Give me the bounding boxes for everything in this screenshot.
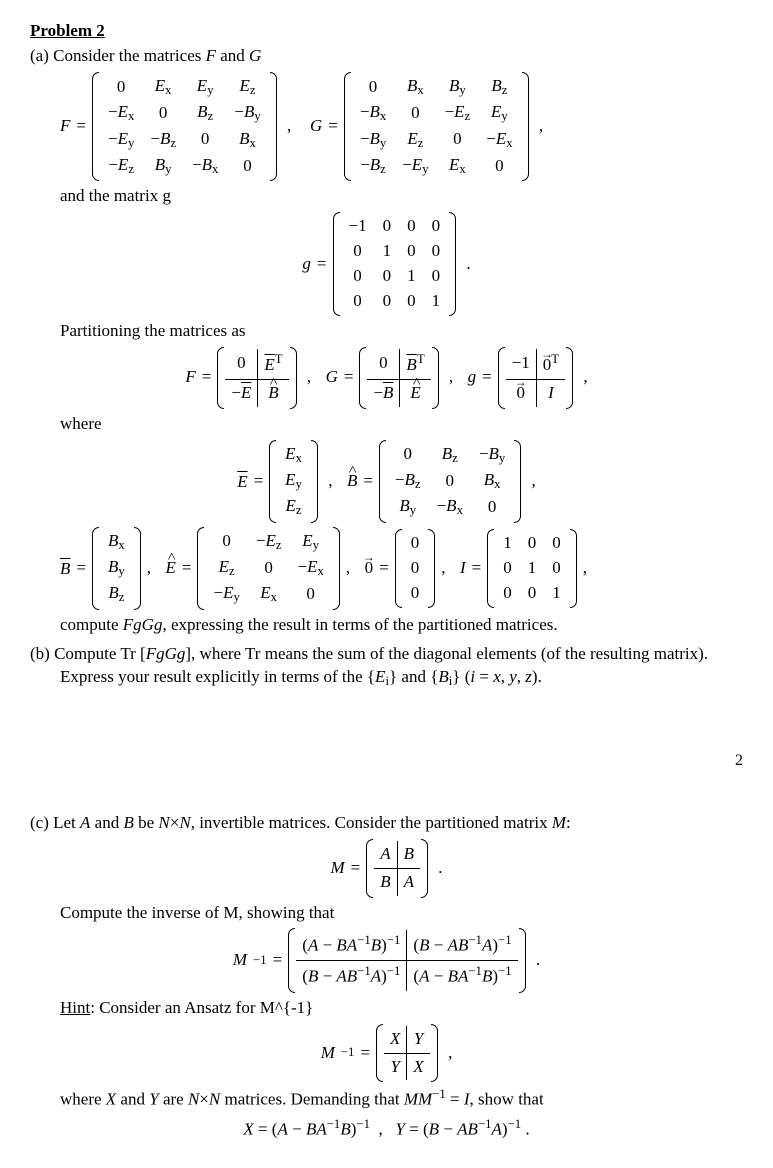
matrix-g-partitioned: −10T 0I: [498, 347, 573, 409]
Minv-result: M−1 = (A − BA−1B)−1 (B − AB−1A)−1 (B − A…: [30, 928, 743, 992]
B-Ehat-zero-I-def: B = Bx By Bz , E = 0−EzEy Ez0−Ex −EyEx0 …: [30, 527, 743, 610]
g-definition: g = −1000 0100 0010 0001 .: [30, 212, 743, 316]
matrix-Ehat: 0−EzEy Ez0−Ex −EyEx0: [197, 527, 339, 610]
part-a: (a) Consider the matrices F and G F = 0E…: [30, 45, 743, 637]
matrix-Minv-ansatz: XY YX: [376, 1024, 438, 1083]
Minv-ansatz: M−1 = XY YX ,: [30, 1024, 743, 1083]
matrix-Bhat: 0Bz−By −Bz0Bx By−Bx0: [379, 440, 521, 523]
matrix-identity3: 100 010 001: [487, 529, 577, 608]
page-number: 2: [30, 750, 743, 772]
F-G-definition: F = 0ExEyEz −Ex0Bz−By −Ey−Bz0Bx −EzBy−Bx…: [30, 72, 743, 182]
matrix-F: 0ExEyEz −Ex0Bz−By −Ey−Bz0Bx −EzBy−Bx0: [92, 72, 277, 182]
part-c-label: (c) Let A and B be N×N, invertible matri…: [30, 812, 743, 835]
problem-title: Problem 2: [30, 20, 743, 43]
part-a-label: (a) Consider the matrices F and G: [30, 46, 261, 65]
E-Bhat-def: E = Ex Ey Ez , B = 0Bz−By −Bz0Bx By−Bx0 …: [30, 440, 743, 523]
matrix-G: 0BxByBz −Bx0−EzEy −ByEz0−Ex −Bz−EyEx0: [344, 72, 529, 182]
part-b: (b) Compute Tr [FgGg], where Tr means th…: [30, 643, 743, 690]
hint-line: Hint: Consider an Ansatz for M^{-1}: [30, 997, 743, 1020]
partitioned-FGg: F = 0ET −EB , G = 0BT −BE , g = −10T 0I …: [30, 347, 743, 409]
partitioning-text: Partitioning the matrices as: [30, 320, 743, 343]
matrix-G-partitioned: 0BT −BE: [359, 347, 438, 409]
vector-B: Bx By Bz: [92, 527, 141, 610]
matrix-Minv: (A − BA−1B)−1 (B − AB−1A)−1 (B − AB−1A)−…: [288, 928, 525, 992]
compute-FgGg: compute FgGg, expressing the result in t…: [30, 614, 743, 637]
M-definition: M = AB BA .: [30, 839, 743, 898]
matrix-M: AB BA: [366, 839, 428, 898]
vector-zero: 000: [395, 529, 436, 608]
XY-result: X = (A − BA−1B)−1 , Y = (B − AB−1A)−1 .: [30, 1116, 743, 1142]
where-text: where: [30, 413, 743, 436]
and-matrix-g: and the matrix g: [30, 185, 743, 208]
matrix-g-metric: −1000 0100 0010 0001: [333, 212, 457, 316]
part-b-label: (b) Compute Tr [FgGg], where Tr means th…: [30, 643, 743, 666]
compute-inverse-text: Compute the inverse of M, showing that: [30, 902, 743, 925]
part-c: (c) Let A and B be N×N, invertible matri…: [30, 812, 743, 1142]
demand-text: where X and Y are N×N matrices. Demandin…: [30, 1086, 743, 1112]
part-b-express: Express your result explicitly in terms …: [30, 666, 743, 690]
vector-E: Ex Ey Ez: [269, 440, 318, 523]
matrix-F-partitioned: 0ET −EB: [217, 347, 296, 409]
